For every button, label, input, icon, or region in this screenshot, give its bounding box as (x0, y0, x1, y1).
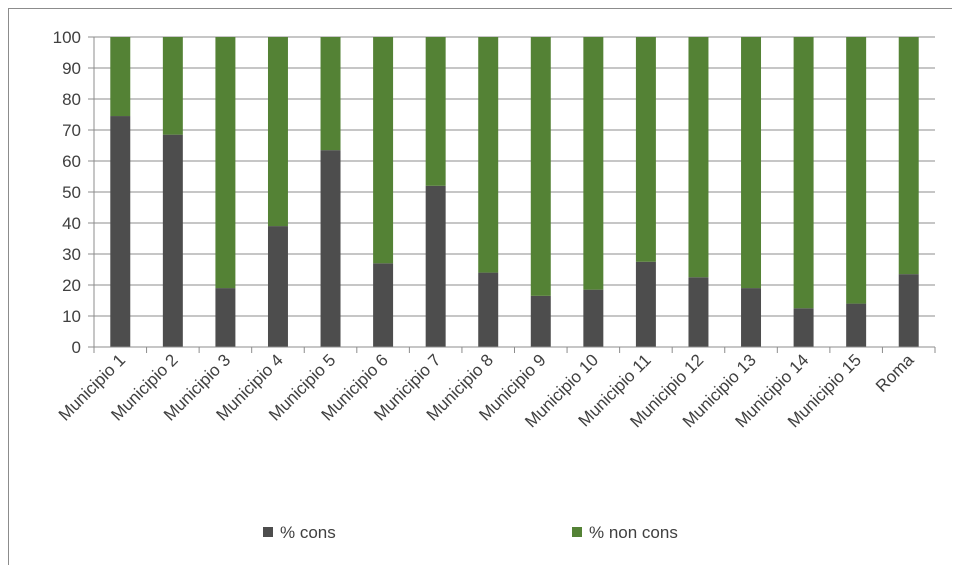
x-tick-label: Roma (872, 350, 918, 396)
bars (110, 37, 919, 347)
bar-non-cons (530, 37, 551, 296)
bar-cons (425, 185, 446, 347)
bar-cons (110, 116, 131, 347)
bar-non-cons (215, 37, 236, 289)
y-tick-label: 70 (62, 121, 81, 140)
y-tick-label: 60 (62, 152, 81, 171)
bar-cons (267, 226, 288, 347)
y-tick-label: 80 (62, 90, 81, 109)
axes (93, 37, 936, 353)
bar-non-cons (688, 37, 709, 278)
bar-cons (478, 272, 499, 347)
bar-non-cons (635, 37, 656, 262)
bar-cons (898, 274, 919, 347)
y-tick-label: 10 (62, 307, 81, 326)
bar-non-cons (267, 37, 288, 227)
bar-cons (793, 308, 814, 347)
bar-cons (373, 263, 394, 347)
bar-cons (215, 288, 236, 347)
y-tick-label: 40 (62, 214, 81, 233)
y-tick-label: 50 (62, 183, 81, 202)
y-tick-labels: 0 10 20 30 40 50 60 70 80 90 100 (53, 28, 81, 357)
chart-frame (8, 8, 952, 565)
bar-cons (741, 288, 762, 347)
bar-non-cons (425, 37, 446, 186)
y-tick-label: 20 (62, 276, 81, 295)
y-tick-label: 0 (72, 338, 81, 357)
bar-non-cons (110, 37, 131, 117)
bar-cons (583, 289, 604, 347)
y-tick-label: 100 (53, 28, 81, 47)
legend-swatch-non-cons (572, 527, 582, 537)
bar-cons (162, 134, 183, 347)
legend-label-non-cons: % non cons (589, 523, 678, 542)
bar-non-cons (898, 37, 919, 275)
y-tick-label: 90 (62, 59, 81, 78)
legend-swatch-cons (263, 527, 273, 537)
bar-cons (635, 261, 656, 347)
bar-non-cons (320, 37, 341, 151)
bar-cons (846, 303, 867, 347)
bar-cons (688, 277, 709, 347)
bar-non-cons (162, 37, 183, 135)
bar-non-cons (741, 37, 762, 289)
bar-cons (530, 295, 551, 347)
bar-non-cons (583, 37, 604, 290)
bar-non-cons (373, 37, 394, 264)
legend-label-cons: % cons (280, 523, 336, 542)
bar-cons (320, 150, 341, 347)
y-tick-label: 30 (62, 245, 81, 264)
legend: % cons % non cons (263, 523, 678, 542)
bar-non-cons (793, 37, 814, 309)
bar-non-cons (478, 37, 499, 273)
bar-non-cons (846, 37, 867, 304)
